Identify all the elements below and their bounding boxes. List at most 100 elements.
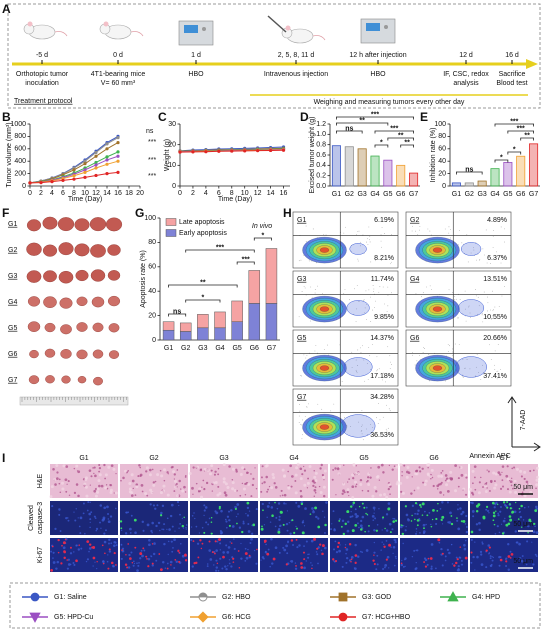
cell bbox=[144, 492, 148, 496]
cell bbox=[410, 492, 413, 495]
cell bbox=[457, 568, 461, 572]
cell bbox=[255, 562, 258, 565]
cell bbox=[82, 502, 85, 505]
cell bbox=[305, 540, 308, 543]
cell bbox=[56, 471, 59, 474]
cell bbox=[132, 487, 135, 490]
y-tick-label: 80 bbox=[438, 133, 446, 140]
cell bbox=[427, 557, 430, 560]
cell bbox=[99, 521, 101, 524]
cell bbox=[410, 520, 413, 522]
cell bbox=[103, 532, 106, 535]
cell bbox=[152, 504, 155, 507]
cell bbox=[421, 467, 424, 470]
cell bbox=[223, 491, 227, 495]
x-tick-label: 0 bbox=[178, 190, 182, 197]
cell bbox=[141, 554, 144, 558]
cell bbox=[174, 485, 178, 489]
cell bbox=[405, 513, 409, 517]
cell bbox=[441, 501, 444, 504]
cell bbox=[514, 490, 518, 494]
x-axis-label: Time (Day) bbox=[218, 196, 252, 203]
cell bbox=[470, 501, 472, 504]
cell bbox=[127, 470, 130, 472]
cell bbox=[423, 482, 427, 486]
event-label: inoculation bbox=[25, 80, 59, 87]
flow-dot bbox=[346, 426, 348, 428]
cell bbox=[265, 543, 267, 546]
cell bbox=[295, 565, 297, 567]
cell bbox=[457, 565, 460, 568]
flow-dot bbox=[492, 309, 494, 310]
flow-dot bbox=[368, 346, 370, 348]
cell bbox=[426, 463, 430, 467]
cell bbox=[480, 553, 483, 556]
flow-dot bbox=[378, 368, 380, 370]
cell bbox=[444, 559, 447, 562]
tumor-photo bbox=[29, 349, 39, 359]
cell bbox=[523, 477, 526, 481]
cell bbox=[492, 511, 496, 515]
cell bbox=[150, 529, 153, 533]
flow-dot bbox=[355, 321, 357, 323]
cell bbox=[388, 567, 390, 569]
cell bbox=[174, 530, 176, 532]
cell bbox=[440, 474, 444, 478]
cell bbox=[350, 556, 354, 559]
data-point bbox=[94, 150, 98, 155]
cell bbox=[137, 564, 140, 567]
cell bbox=[65, 516, 68, 520]
cell bbox=[508, 515, 512, 518]
flow-dot bbox=[452, 348, 453, 350]
bar bbox=[516, 155, 526, 187]
cell bbox=[151, 564, 154, 567]
cell bbox=[496, 503, 499, 506]
cell bbox=[173, 538, 176, 542]
cell bbox=[98, 467, 102, 470]
cell bbox=[369, 476, 372, 479]
flow-dot bbox=[497, 370, 499, 372]
flow-dot bbox=[464, 290, 466, 292]
cell bbox=[474, 569, 476, 571]
tumor-photo bbox=[90, 244, 106, 258]
cell bbox=[106, 512, 110, 516]
cell bbox=[457, 527, 461, 531]
cell bbox=[73, 491, 77, 495]
cell bbox=[238, 526, 242, 529]
cell bbox=[441, 470, 444, 472]
cell bbox=[132, 564, 135, 567]
cell bbox=[218, 505, 221, 509]
significance-bracket bbox=[236, 261, 255, 265]
cell bbox=[95, 529, 98, 532]
cell bbox=[404, 529, 407, 532]
cell bbox=[162, 489, 166, 493]
cell bbox=[231, 556, 234, 559]
cell bbox=[92, 556, 96, 560]
cell bbox=[489, 557, 492, 560]
cell bbox=[274, 525, 277, 528]
x-tick-label: G1 bbox=[452, 191, 461, 198]
cell bbox=[177, 549, 180, 552]
data-point bbox=[281, 148, 286, 152]
significance: *** bbox=[148, 139, 156, 146]
cell bbox=[494, 532, 497, 535]
cell bbox=[260, 559, 262, 561]
cell bbox=[534, 553, 537, 556]
cell bbox=[435, 522, 438, 526]
legend-label: G7: HCG+HBO bbox=[362, 614, 411, 621]
cell bbox=[497, 514, 500, 517]
cell bbox=[58, 482, 61, 485]
cell bbox=[536, 466, 540, 470]
cell bbox=[299, 495, 303, 498]
flow-dot bbox=[314, 292, 316, 294]
cell bbox=[210, 464, 214, 468]
scale-bar-label: 50 μm bbox=[513, 484, 533, 491]
cell bbox=[332, 510, 335, 513]
flow-dot bbox=[482, 248, 484, 250]
cell bbox=[470, 561, 473, 564]
flow-dot bbox=[356, 308, 358, 310]
flow-dot bbox=[381, 246, 382, 248]
cell bbox=[120, 557, 123, 560]
cell bbox=[216, 562, 219, 565]
flow-dot bbox=[385, 381, 386, 383]
